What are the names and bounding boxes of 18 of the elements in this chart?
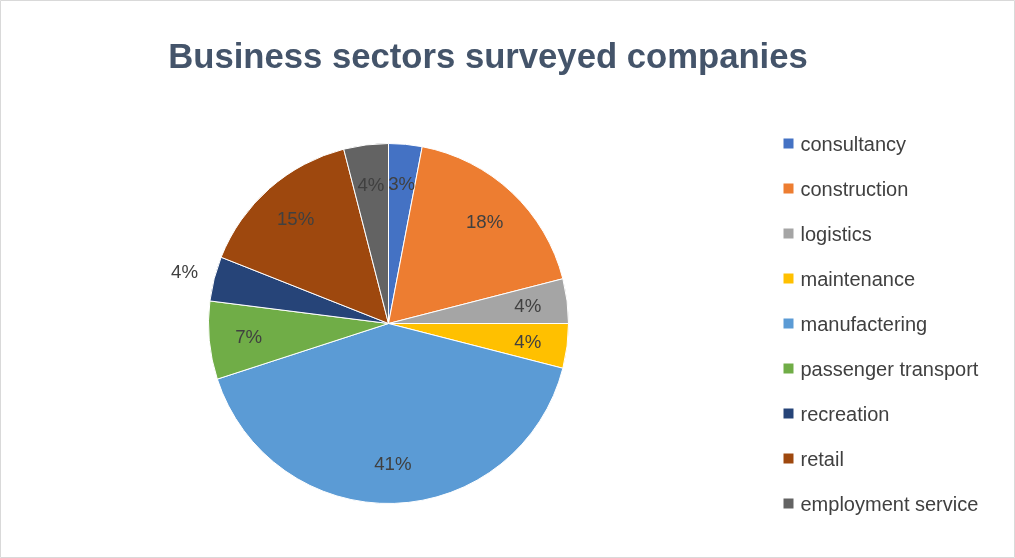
legend-label: construction: [800, 177, 909, 200]
data-label: 15%: [276, 207, 315, 229]
legend-label: logistics: [800, 222, 872, 245]
data-label: 3%: [388, 173, 416, 195]
data-label: 4%: [514, 330, 542, 352]
legend-label: manufactering: [800, 312, 928, 335]
legend-label: maintenance: [800, 267, 916, 290]
legend-label: passenger transport: [800, 357, 979, 380]
data-label: 41%: [374, 453, 412, 475]
legend-label: employment service: [800, 492, 979, 515]
chart-title: Business sectors surveyed companies: [168, 36, 808, 75]
legend-label: retail: [800, 447, 844, 470]
data-label: 4%: [171, 260, 198, 282]
legend-label: recreation: [800, 402, 890, 425]
data-label: 18%: [465, 210, 504, 232]
data-label: 4%: [514, 295, 542, 317]
legend-label: consultancy: [800, 132, 907, 155]
data-label: 7%: [235, 326, 263, 348]
